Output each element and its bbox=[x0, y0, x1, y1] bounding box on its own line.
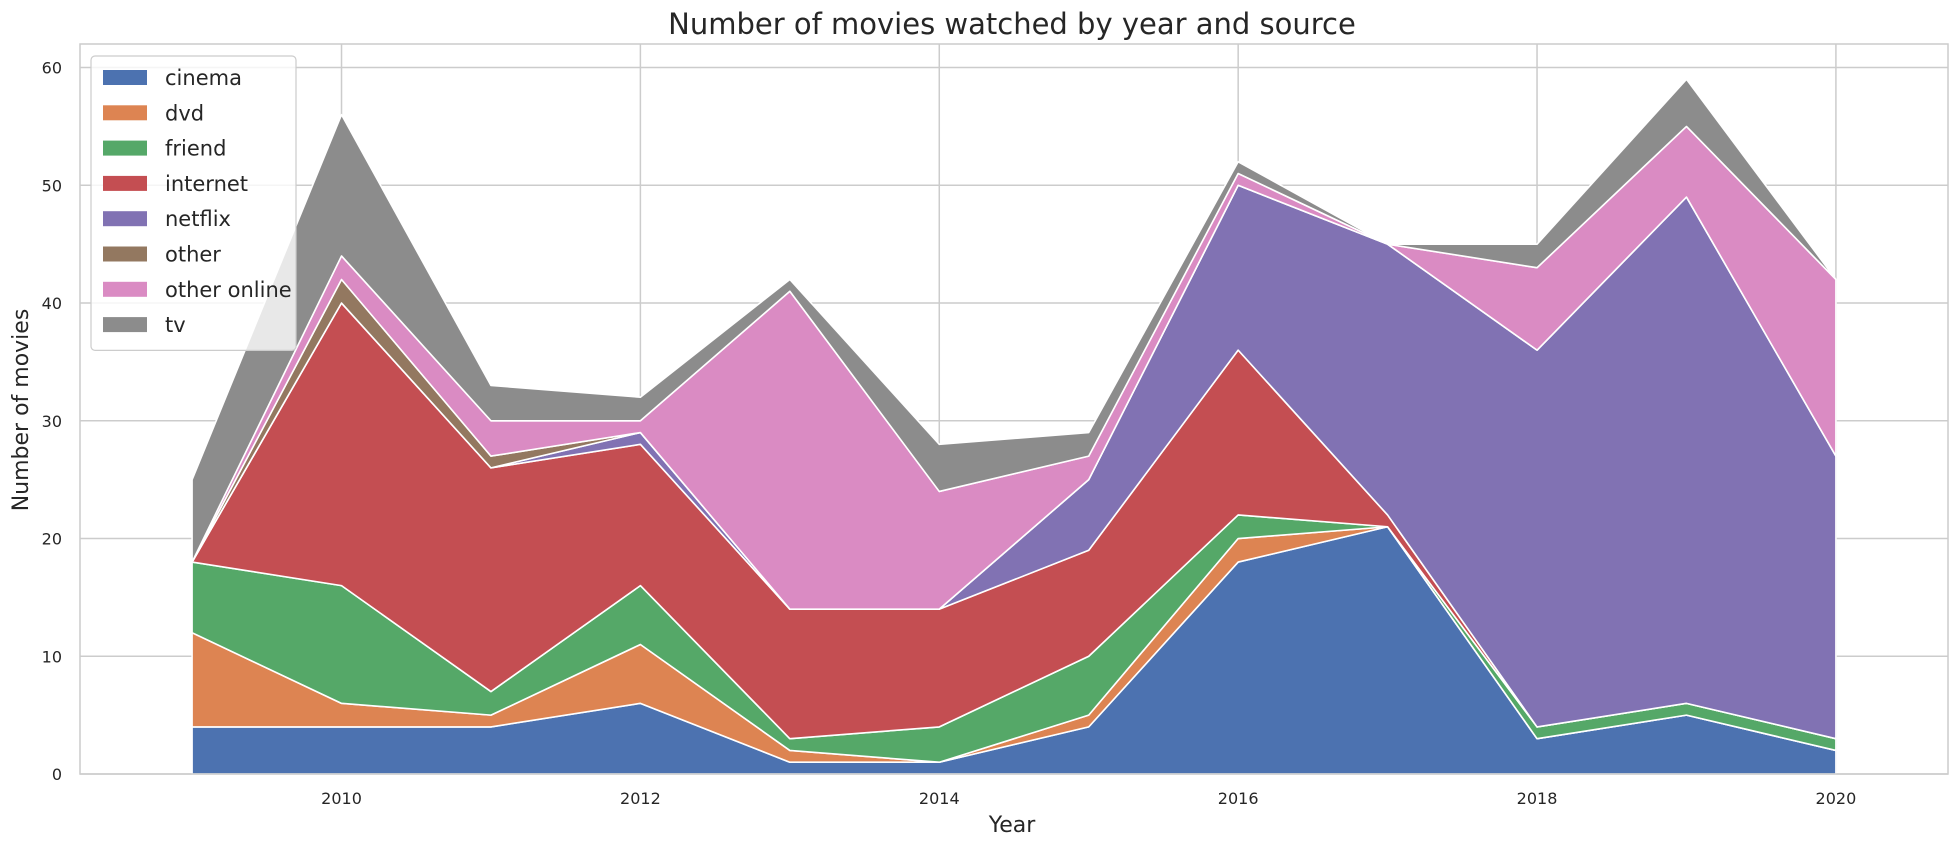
legend-label-internet: internet bbox=[165, 172, 248, 196]
legend-label-cinema: cinema bbox=[165, 66, 242, 90]
legend-label-netflix: netflix bbox=[165, 207, 231, 231]
y-tick-label: 10 bbox=[42, 647, 62, 666]
chart-title: Number of movies watched by year and sou… bbox=[668, 7, 1356, 41]
x-tick-label: 2014 bbox=[919, 789, 960, 808]
x-tick-label: 2012 bbox=[620, 789, 661, 808]
y-tick-label: 30 bbox=[42, 412, 62, 431]
plot-frame bbox=[79, 43, 1949, 775]
y-tick-labels: 0 10 20 30 40 50 60 bbox=[42, 59, 62, 784]
legend-label-dvd: dvd bbox=[165, 101, 204, 125]
area-tv bbox=[191, 78, 1837, 563]
legend: cinema dvd friend internet netflix other other… bbox=[90, 55, 297, 351]
legend-swatch-internet bbox=[103, 175, 147, 191]
legend-swatch-tv bbox=[103, 317, 147, 333]
y-tick-label: 50 bbox=[42, 176, 62, 195]
legend-swatch-friend bbox=[103, 140, 147, 156]
legend-label-other: other bbox=[165, 243, 221, 267]
x-axis-title: Year bbox=[988, 813, 1037, 838]
x-tick-label: 2016 bbox=[1218, 789, 1259, 808]
legend-label-tv: tv bbox=[165, 313, 186, 337]
x-tick-labels: 2010 2012 2014 2016 2018 2020 bbox=[321, 789, 1856, 808]
legend-swatch-dvd bbox=[103, 105, 147, 121]
x-tick-label: 2018 bbox=[1517, 789, 1558, 808]
x-tick-label: 2020 bbox=[1816, 789, 1857, 808]
legend-box bbox=[90, 55, 297, 351]
y-axis-title: Number of movies bbox=[9, 309, 34, 512]
y-tick-label: 20 bbox=[42, 530, 62, 549]
x-tick-label: 2010 bbox=[321, 789, 362, 808]
legend-label-friend: friend bbox=[165, 137, 226, 161]
y-tick-label: 60 bbox=[42, 59, 62, 78]
legend-swatch-other-online bbox=[103, 281, 147, 297]
legend-label-other-online: other online bbox=[165, 278, 292, 302]
stacked-areas bbox=[191, 78, 1837, 775]
legend-swatch-cinema bbox=[103, 70, 147, 85]
y-tick-label: 0 bbox=[52, 765, 62, 784]
legend-swatch-other bbox=[103, 246, 147, 262]
legend-swatch-netflix bbox=[103, 211, 147, 227]
y-tick-label: 40 bbox=[42, 294, 62, 313]
